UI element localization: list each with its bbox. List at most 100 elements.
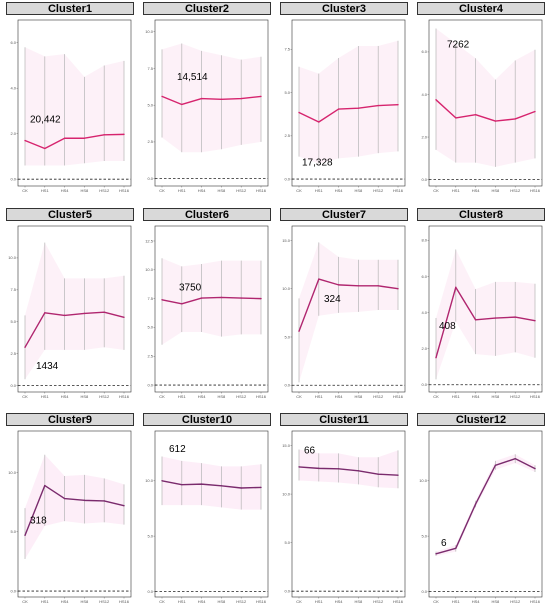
x-tick-label: HS4 <box>335 188 344 193</box>
x-tick-label: HS1 <box>315 599 324 604</box>
data-point <box>240 297 242 299</box>
data-point <box>123 316 125 318</box>
data-point <box>435 553 437 555</box>
data-point <box>514 118 516 120</box>
x-tick-label: CK <box>22 394 28 399</box>
x-tick-label: CK <box>22 188 28 193</box>
data-point <box>63 497 66 500</box>
cluster-plot: 0.0 2.5 5.0 7.5 10.0 12.5 CK HS1 HS4 HS8 HS12 HS16 3… <box>145 225 269 399</box>
y-tick-label: 0.0 <box>421 589 427 594</box>
cluster-title: Cluster8 <box>417 208 545 221</box>
cluster-title: Cluster11 <box>280 413 408 426</box>
x-tick-label: HS8 <box>218 394 227 399</box>
x-tick-label: HS16 <box>393 394 404 399</box>
data-point <box>24 346 26 349</box>
cluster-panel-1: Cluster1 0.0 2.0 4.0 6.0 CK HS1 HS4 HS8 HS12 HS16 2… <box>6 2 134 198</box>
data-point <box>240 97 242 100</box>
y-tick-label: 5.0 <box>147 103 153 108</box>
cluster-title: Cluster1 <box>6 2 134 15</box>
cluster-title: Cluster7 <box>280 208 408 221</box>
data-point <box>220 296 223 299</box>
data-point <box>474 114 477 116</box>
y-tick-label: 2.5 <box>147 354 153 359</box>
x-tick-label: HS4 <box>61 599 70 604</box>
x-tick-label: CK <box>296 394 302 399</box>
data-point <box>455 117 457 119</box>
x-tick-label: HS16 <box>119 599 130 604</box>
y-tick-label: 10.0 <box>282 286 291 291</box>
x-tick-label: HS12 <box>510 188 521 193</box>
y-tick-label: 2.5 <box>284 133 290 138</box>
y-tick-label: 2.5 <box>10 351 16 356</box>
x-tick-label: HS1 <box>452 394 461 399</box>
y-tick-label: 0.0 <box>10 383 16 388</box>
cluster-panel-9: Cluster9 0.0 5.0 10.0 CK HS1 HS4 HS8 HS12 HS16 318 <box>6 413 134 609</box>
data-point <box>514 457 516 460</box>
x-tick-label: HS12 <box>373 599 384 604</box>
data-point <box>260 297 262 300</box>
cluster-plot: 0.0 2.0 4.0 6.0 8.0 CK HS1 HS4 HS8 HS12 HS16 408 <box>421 225 543 399</box>
x-tick-label: HS16 <box>530 599 541 604</box>
gene-count-label: 1434 <box>36 361 59 372</box>
x-tick-label: HS8 <box>492 394 501 399</box>
variance-band <box>436 249 535 380</box>
cluster-panel-2: Cluster2 0.0 2.5 5.0 7.5 10.0 CK HS1 HS4 HS8 HS12 H… <box>143 2 271 198</box>
x-tick-label: HS4 <box>61 188 70 193</box>
mean-line <box>161 480 262 489</box>
x-tick-label: CK <box>159 188 165 193</box>
y-tick-label: 5.0 <box>284 334 290 339</box>
gene-count-label: 7262 <box>447 40 470 51</box>
data-point <box>103 134 105 136</box>
mean-line <box>435 286 536 358</box>
data-point <box>494 464 497 467</box>
cluster-panel-4: Cluster4 0.0 2.0 4.0 6.0 CK HS1 HS4 HS8 HS12 HS16 7… <box>417 2 545 198</box>
y-tick-label: 4.0 <box>10 86 16 91</box>
data-point <box>377 473 379 475</box>
y-tick-label: 5.0 <box>284 540 290 545</box>
cluster-title: Cluster6 <box>143 208 271 221</box>
data-point <box>397 288 399 290</box>
cluster-panel-8: Cluster8 0.0 2.0 4.0 6.0 8.0 CK HS1 HS4 HS8 HS12 HS… <box>417 208 545 404</box>
data-point <box>44 312 46 314</box>
plot-frame <box>428 430 543 598</box>
data-point <box>357 107 360 109</box>
y-tick-label: 0.0 <box>284 383 290 388</box>
data-point <box>377 104 379 107</box>
y-tick-label: 0.0 <box>147 589 153 594</box>
data-point <box>260 95 262 98</box>
mean-line <box>435 99 536 122</box>
mean-line <box>298 104 399 123</box>
data-point <box>298 466 300 468</box>
gene-count-label: 318 <box>30 515 47 526</box>
x-tick-label: HS8 <box>355 188 364 193</box>
data-point <box>494 317 497 319</box>
data-point <box>123 505 125 507</box>
variance-band <box>25 242 124 380</box>
cluster-plot: 0.0 2.5 5.0 7.5 10.0 CK HS1 HS4 HS8 HS12 HS16 14,51… <box>145 19 269 193</box>
x-tick-label: HS1 <box>452 599 461 604</box>
y-tick-label: 0.0 <box>284 588 290 593</box>
x-tick-label: CK <box>433 188 439 193</box>
variance-band <box>299 40 398 164</box>
x-tick-label: HS12 <box>373 188 384 193</box>
x-tick-label: CK <box>296 188 302 193</box>
y-tick-label: 2.0 <box>10 131 16 136</box>
x-tick-label: HS1 <box>41 188 50 193</box>
cluster-title: Cluster10 <box>143 413 271 426</box>
variance-band <box>162 43 261 153</box>
mean-line <box>298 466 399 476</box>
variance-band <box>299 449 398 489</box>
cluster-title: Cluster4 <box>417 2 545 15</box>
y-tick-label: 10.0 <box>8 255 17 260</box>
y-tick-label: 15.0 <box>282 443 291 448</box>
y-tick-label: 7.5 <box>147 66 153 71</box>
data-point <box>181 303 183 305</box>
x-tick-label: HS8 <box>355 394 364 399</box>
cluster-panel-3: Cluster3 0.0 2.5 5.0 7.5 CK HS1 HS4 HS8 HS12 HS16 1… <box>280 2 408 198</box>
y-tick-label: 5.0 <box>147 533 153 538</box>
x-tick-label: HS8 <box>218 599 227 604</box>
y-tick-label: 4.0 <box>421 310 427 315</box>
data-point <box>123 133 125 136</box>
cluster-panel-12: Cluster12 0.0 5.0 10.0 CK HS1 HS4 HS8 HS12 HS16 6 <box>417 413 545 609</box>
x-tick-label: HS12 <box>99 188 110 193</box>
